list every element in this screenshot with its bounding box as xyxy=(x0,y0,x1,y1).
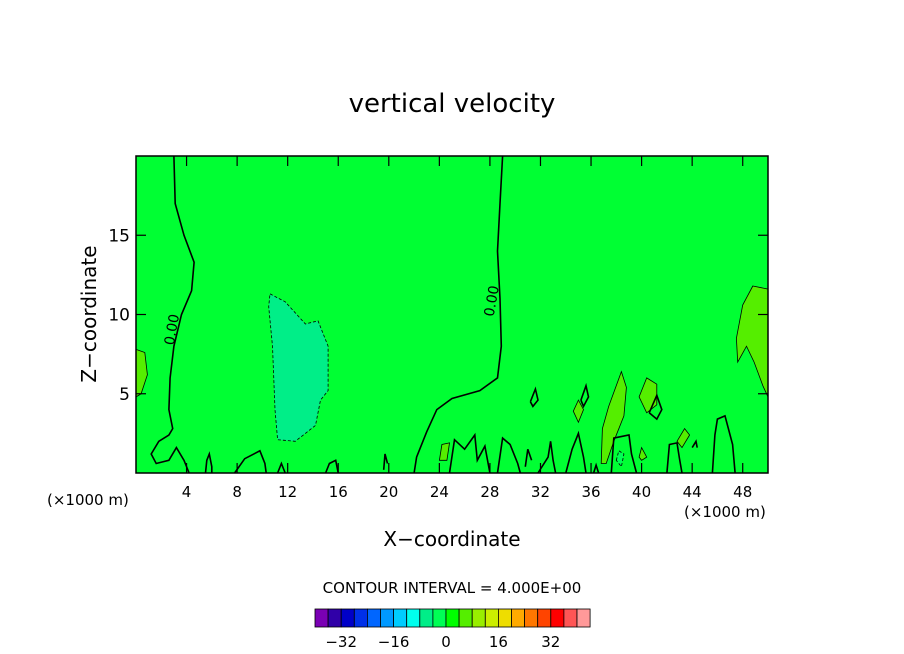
plot-background xyxy=(136,156,768,473)
x-tick-label: 16 xyxy=(329,483,348,501)
y-tick-label: 5 xyxy=(119,385,130,405)
colorbar-tick-label: 16 xyxy=(489,633,508,651)
colorbar-swatch xyxy=(563,608,578,628)
colorbar-swatch xyxy=(419,608,434,628)
zero-contour-line xyxy=(711,414,736,474)
zero-contour-line xyxy=(150,155,195,474)
zero-contour-line xyxy=(580,382,590,409)
colorbar-tick-label: 32 xyxy=(541,633,560,651)
zero-contour-line xyxy=(382,453,389,470)
zero-contour-line xyxy=(565,430,587,474)
positive-cell-24 xyxy=(438,442,450,461)
colorbar-swatch xyxy=(432,608,447,628)
positive-cell-36 xyxy=(600,370,627,464)
zero-contour-line xyxy=(648,393,663,421)
zero-contour-line xyxy=(592,462,600,474)
colorbar-ticks: −32 −16 0 16 32 xyxy=(325,633,560,651)
colorbar-swatch xyxy=(576,608,591,628)
zero-contour-line xyxy=(610,434,638,474)
colorbar-swatch xyxy=(393,608,408,628)
x-tick-label: 48 xyxy=(733,483,752,501)
colorbar-swatch xyxy=(445,608,460,628)
x-unit-left: (×1000 m) xyxy=(47,491,129,509)
x-tick-label: 32 xyxy=(531,483,550,501)
colorbar-swatch xyxy=(550,608,565,628)
x-axis-label: X−coordinate xyxy=(383,527,520,551)
colorbar-swatch xyxy=(497,608,512,628)
positive-cell-39 xyxy=(638,446,648,461)
zero-contour-line xyxy=(524,448,533,467)
zero-contour-line xyxy=(529,386,539,408)
contour-label: 0.00 xyxy=(162,313,183,346)
colorbar-swatch xyxy=(537,608,552,628)
colorbar-swatch xyxy=(471,608,486,628)
positive-cell-43 xyxy=(676,427,691,449)
zero-contour-line xyxy=(496,436,522,474)
x-tick-label: 12 xyxy=(278,483,297,501)
zero-contour-line xyxy=(537,441,557,474)
y-tick-label: 15 xyxy=(108,226,130,246)
colorbar-swatches xyxy=(314,608,591,628)
contour-labels: 0.00 0.00 xyxy=(162,284,503,346)
zero-contour-line xyxy=(666,441,683,474)
colorbar-swatch xyxy=(511,608,526,628)
x-tick-label: 8 xyxy=(232,483,242,501)
colorbar-swatch xyxy=(380,608,395,628)
colorbar-swatch xyxy=(327,608,342,628)
colorbar-title: CONTOUR INTERVAL = 4.000E+00 xyxy=(323,579,582,597)
chart-title: vertical velocity xyxy=(349,89,556,119)
colorbar-swatch xyxy=(406,608,421,628)
colorbar: CONTOUR INTERVAL = 4.000E+00 −32 −16 0 16 32 xyxy=(314,579,591,651)
colorbar-swatch xyxy=(366,608,381,628)
x-tick-label: 36 xyxy=(581,483,600,501)
x-tick-label: 4 xyxy=(182,483,192,501)
colorbar-swatch xyxy=(458,608,473,628)
colorbar-tick-label: −32 xyxy=(325,633,357,651)
x-tick-label: 20 xyxy=(379,483,398,501)
y-ticks: 5 10 15 xyxy=(108,226,768,405)
x-ticks: 4 8 12 16 20 24 28 32 36 40 44 48 xyxy=(182,156,752,501)
colorbar-swatch xyxy=(524,608,539,628)
x-tick-label: 28 xyxy=(480,483,499,501)
zero-contour-line xyxy=(691,439,698,449)
colorbar-tick-label: 0 xyxy=(441,633,451,651)
colorbar-tick-label: −16 xyxy=(378,633,410,651)
x-tick-label: 44 xyxy=(683,483,702,501)
x-unit-right: (×1000 m) xyxy=(684,503,766,521)
contour-label: 0.00 xyxy=(482,284,503,317)
zero-contour-line xyxy=(276,461,286,474)
zero-contour-line xyxy=(324,459,339,474)
contour-regions xyxy=(135,285,769,468)
colorbar-swatch xyxy=(340,608,355,628)
zero-contours xyxy=(150,155,736,474)
colorbar-swatch xyxy=(484,608,499,628)
positive-cell-34 xyxy=(572,399,584,424)
colorbar-swatch xyxy=(314,608,329,628)
x-tick-label: 40 xyxy=(632,483,651,501)
x-tick-label: 24 xyxy=(430,483,449,501)
y-tick-label: 10 xyxy=(108,306,130,326)
colorbar-swatch xyxy=(353,608,368,628)
zero-contour-line xyxy=(233,449,267,474)
zero-contour-line xyxy=(204,451,213,474)
zero-contour-line xyxy=(413,155,504,474)
negative-cell-center xyxy=(268,293,329,442)
y-axis-label: Z−coordinate xyxy=(77,245,101,382)
negative-cell-38 xyxy=(615,450,625,468)
zero-contour-line xyxy=(448,432,491,474)
